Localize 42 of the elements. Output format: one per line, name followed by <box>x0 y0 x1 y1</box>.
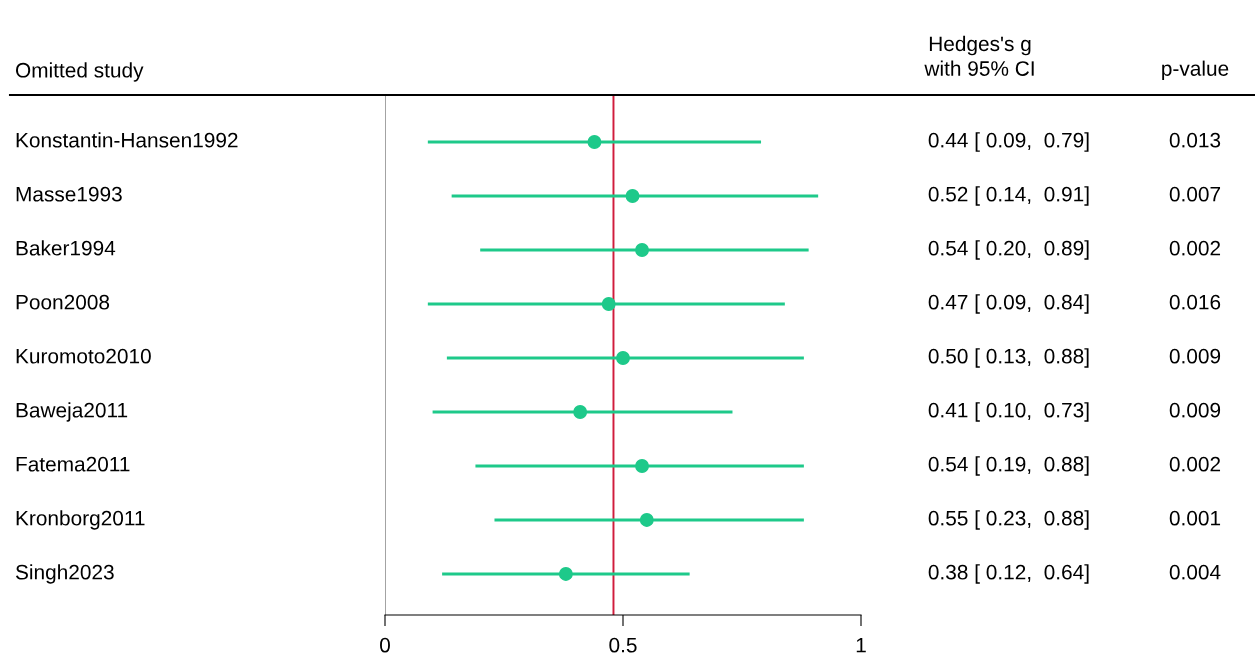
y-axis-title: Omitted study <box>15 62 144 82</box>
point <box>635 243 649 257</box>
y-tick-label: Masse1993 <box>16 186 122 202</box>
y-tick-label: Fatema2011 <box>16 456 130 472</box>
text: 0.002 <box>1169 456 1221 472</box>
text: 0.009 <box>1169 402 1221 418</box>
text: 0.002 <box>1169 240 1221 256</box>
text: 0.009 <box>1169 348 1221 364</box>
text: 0.007 <box>1169 186 1221 202</box>
point <box>573 405 588 419</box>
point <box>625 189 640 203</box>
point <box>587 135 602 149</box>
data-label: 0.55 [ 0.23, 0.88] <box>928 510 1089 530</box>
y-tick-label: Poon2008 <box>16 294 110 310</box>
text: 0.001 <box>1169 510 1221 526</box>
data-label: 0.54 [ 0.20, 0.89] <box>928 240 1089 260</box>
data-label: 0.44 [ 0.09, 0.79] <box>928 132 1089 152</box>
text: p-value <box>1162 60 1229 80</box>
y-tick-label: Singh2023 <box>15 564 114 584</box>
y-tick-label: Baker1994 <box>16 240 116 256</box>
text: Hedges's g with 95% CI <box>924 35 1034 76</box>
data-label: 0.52 [ 0.14, 0.91] <box>928 186 1089 206</box>
y-tick-label: Kronborg2011 <box>16 510 145 530</box>
x-tick-label: 0.5 <box>609 637 637 653</box>
data-label: 0.54 [ 0.19, 0.88] <box>928 456 1089 476</box>
data-label: 0.50 [ 0.13, 0.88] <box>928 348 1089 368</box>
y-tick-label: Kuromoto2010 <box>16 348 151 364</box>
point <box>601 297 616 311</box>
text: 0.013 <box>1169 132 1221 148</box>
point <box>616 351 630 365</box>
y-tick-label: Konstantin-Hansen1992 <box>16 132 238 148</box>
data-label: 0.41 [ 0.10, 0.73] <box>928 402 1089 422</box>
text: 0.016 <box>1169 294 1221 310</box>
data-label: 0.47 [ 0.09, 0.84] <box>928 294 1089 314</box>
x-tick-label: 1 <box>856 637 866 653</box>
point <box>635 459 649 473</box>
point <box>639 513 654 527</box>
point <box>558 567 573 581</box>
x-tick-label: 0 <box>380 637 390 653</box>
text: 0.004 <box>1169 564 1221 580</box>
y-tick-label: Baweja2011 <box>16 402 128 422</box>
data-label: 0.38 [ 0.12, 0.64] <box>928 564 1089 584</box>
